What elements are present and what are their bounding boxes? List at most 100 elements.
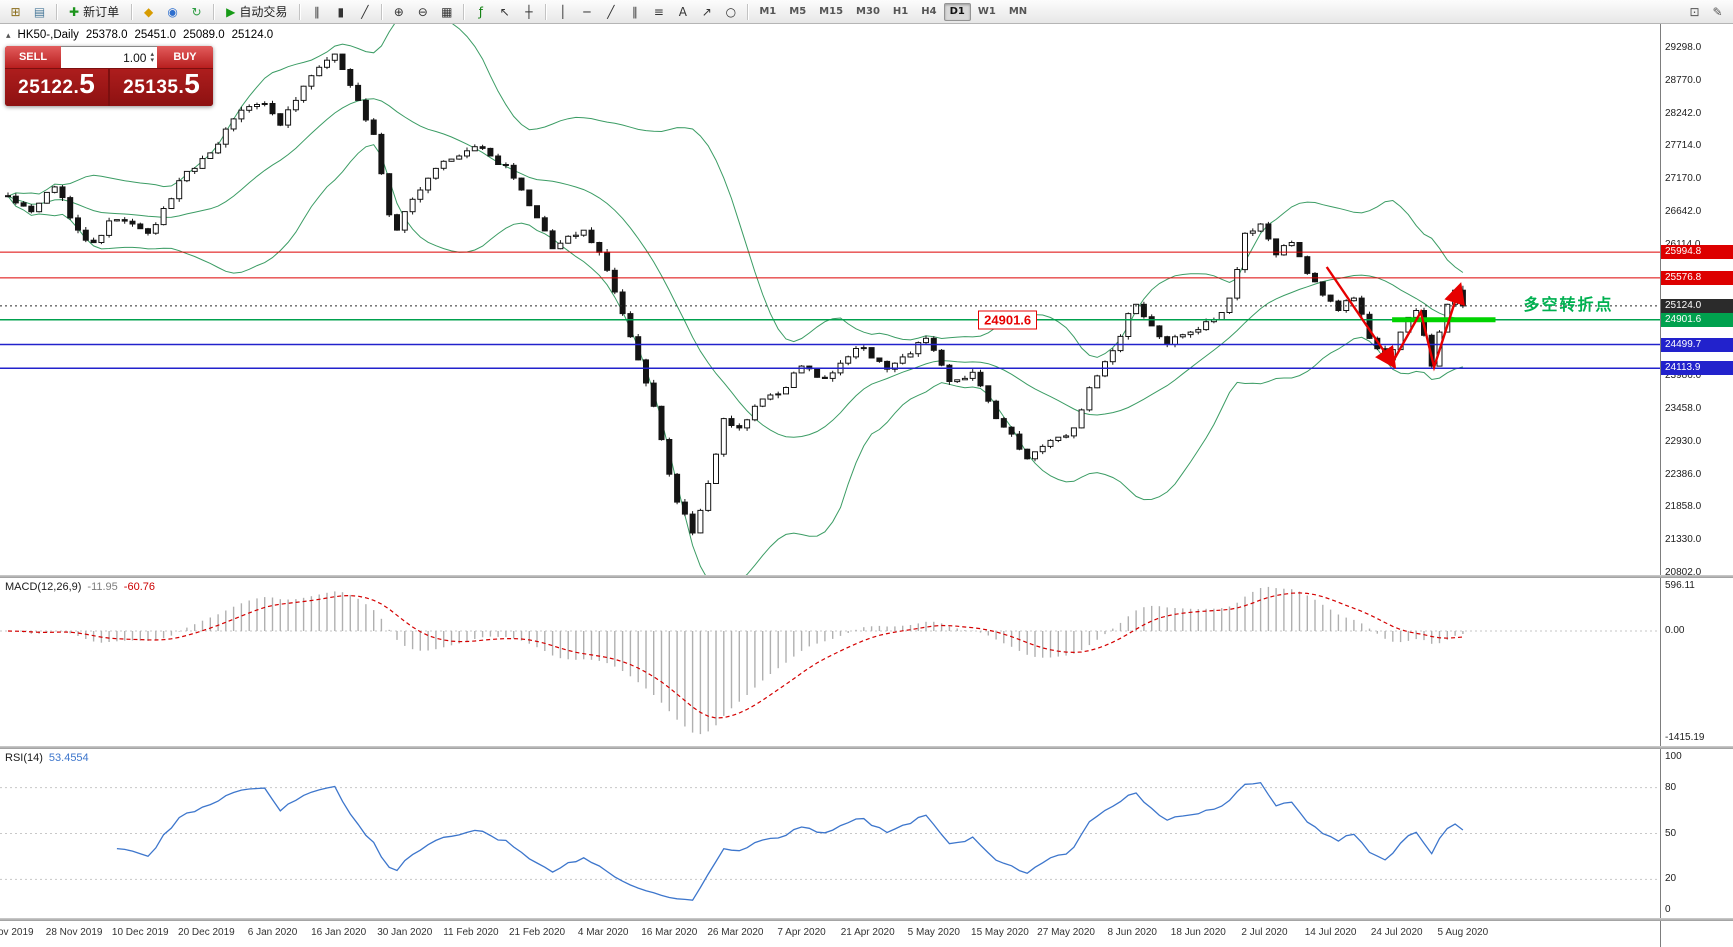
- timeframe-d1[interactable]: D1: [943, 2, 971, 21]
- timeframe-m5[interactable]: M5: [789, 5, 807, 17]
- timeframe-m30[interactable]: M30: [856, 5, 880, 17]
- price-axis[interactable]: 29298.0 28770.0 28242.0 27714.0 27170.0 26642…: [1660, 24, 1733, 947]
- zigzag-arrow-down[interactable]: [1325, 266, 1397, 369]
- ohlc-close: 25124.0: [231, 29, 274, 41]
- new-order-button-label: 新订单: [83, 5, 120, 19]
- price-grid-label: 29298.0: [1665, 42, 1702, 53]
- cursor-icon[interactable]: ↖: [493, 1, 516, 22]
- date-label: 6 Jan 2020: [247, 927, 298, 938]
- candlestick-chart-icon[interactable]: ▮: [329, 1, 352, 22]
- timeframe-h4[interactable]: H4: [921, 5, 937, 17]
- macd-axis-label: 596.11: [1665, 580, 1695, 591]
- horizontal-line-icon: ─: [583, 4, 591, 19]
- toolbar-separator: [747, 3, 749, 20]
- date-label: 8 Jun 2020: [1107, 927, 1157, 938]
- line-chart-icon: ╱: [361, 4, 369, 19]
- turning-level-label: 24901.6: [978, 310, 1038, 330]
- text-label-icon[interactable]: A: [671, 1, 694, 22]
- date-label: 24 Jul 2020: [1370, 927, 1423, 938]
- print-icon: ⊡: [1689, 4, 1700, 19]
- rsi-axis-label: 100: [1665, 751, 1682, 762]
- arrow-object-icon[interactable]: ↗: [695, 1, 718, 22]
- profiles-icon[interactable]: ▤: [28, 1, 51, 22]
- text-label-icon: A: [678, 4, 687, 19]
- buy-button[interactable]: BUY: [157, 46, 213, 68]
- panel-splitter[interactable]: [0, 746, 1733, 749]
- sell-button[interactable]: SELL: [5, 46, 61, 68]
- shapes-icon: ○: [725, 4, 737, 19]
- date-label: 20 Dec 2019: [178, 927, 235, 938]
- price-grid-label: 27714.0: [1665, 140, 1702, 152]
- macd-chart: [0, 586, 1660, 735]
- tile-windows-icon: ▦: [441, 4, 453, 19]
- buy-price-main: 25135.: [123, 77, 185, 98]
- vertical-line-icon[interactable]: │: [551, 1, 574, 22]
- price-chart-panel[interactable]: 24901.6 多空转折点: [0, 24, 1660, 575]
- macd-label: MACD(12,26,9): [5, 581, 82, 593]
- volume-up-icon[interactable]: ▴: [150, 50, 154, 58]
- date-label: 21 Apr 2020: [840, 927, 895, 938]
- main-chart[interactable]: [0, 24, 1660, 575]
- bar-chart-icon[interactable]: ∥: [305, 1, 328, 22]
- date-label: 18 Jun 2020: [1170, 927, 1226, 938]
- horizontal-line-icon[interactable]: ─: [575, 1, 598, 22]
- zoom-in-icon[interactable]: ⊕: [387, 1, 410, 22]
- chart-settings-icon[interactable]: ✎: [1706, 1, 1729, 22]
- refresh-icon[interactable]: ↻: [185, 1, 208, 22]
- metaeditor-icon[interactable]: ◆: [137, 1, 160, 22]
- fibonacci-icon: ≡: [653, 4, 664, 19]
- candlestick-chart-icon: ▮: [337, 4, 345, 19]
- date-label: 2 Jul 2020: [1241, 927, 1288, 938]
- volume-input[interactable]: 1.00 ▴ ▾: [61, 46, 157, 68]
- shapes-icon[interactable]: ○: [719, 1, 742, 22]
- date-label: 26 Mar 2020: [707, 927, 764, 938]
- autotrading-button[interactable]: ▶ 自动交易: [219, 1, 294, 22]
- volume-down-icon[interactable]: ▾: [150, 56, 154, 64]
- market-icon[interactable]: ◉: [161, 1, 184, 22]
- price-grid-label: 22930.0: [1665, 435, 1702, 447]
- bollinger-upper-band: [7, 24, 1464, 358]
- date-label: 21 Feb 2020: [508, 927, 566, 938]
- crosshair-icon[interactable]: ┼: [517, 1, 540, 22]
- tile-windows-icon[interactable]: ▦: [435, 1, 458, 22]
- timeframe-m15[interactable]: M15: [819, 5, 844, 17]
- toolbar-separator: [545, 3, 547, 20]
- panel-splitter[interactable]: [0, 575, 1733, 578]
- macd-signal-line: [7, 592, 1463, 719]
- buy-price[interactable]: 25135. 5: [110, 69, 213, 106]
- panel-splitter[interactable]: [0, 918, 1733, 921]
- sell-price-main: 25122.: [18, 77, 80, 98]
- date-label: 14 Jul 2020: [1304, 927, 1357, 938]
- trendline-icon[interactable]: ╱: [599, 1, 622, 22]
- new-chart-icon[interactable]: ⊞: [4, 1, 27, 22]
- channel-icon[interactable]: ∥: [623, 1, 646, 22]
- date-label: 4 Mar 2020: [577, 927, 629, 938]
- arrow-object-icon: ↗: [701, 4, 712, 19]
- bar-chart-icon: ∥: [313, 4, 320, 19]
- print-icon[interactable]: ⊡: [1683, 1, 1706, 22]
- price-grid-label: 23986.0: [1665, 370, 1702, 382]
- macd-axis-label: 0.00: [1665, 625, 1685, 637]
- line-chart-icon[interactable]: ╱: [353, 1, 376, 22]
- timeframe-w1[interactable]: W1: [977, 5, 996, 17]
- indicators-icon[interactable]: ƒ: [469, 1, 492, 22]
- macd-panel[interactable]: [0, 578, 1660, 746]
- trendline-icon: ╱: [607, 4, 615, 19]
- date-label: 11 Feb 2020: [443, 927, 499, 938]
- timeframe-mn[interactable]: MN: [1008, 5, 1028, 17]
- rsi-panel[interactable]: [0, 749, 1660, 918]
- new-order-button[interactable]: ✚ 新订单: [62, 1, 126, 22]
- zigzag-arrow-up[interactable]: [1391, 282, 1465, 372]
- time-axis[interactable]: 8 Nov 2019 28 Nov 2019 10 Dec 2019 20 Dec 2…: [0, 921, 1660, 947]
- date-label: 28 Nov 2019: [45, 927, 103, 938]
- timeframe-m1[interactable]: M1: [759, 5, 777, 17]
- fibonacci-icon[interactable]: ≡: [647, 1, 670, 22]
- price-grid-label: 21858.0: [1665, 501, 1702, 513]
- chart-ohlc-info: ▴ HK50-,Daily 25378.0 25451.0 25089.0 25…: [6, 29, 273, 41]
- sell-price[interactable]: 25122. 5: [5, 69, 108, 106]
- zoom-out-icon: ⊖: [417, 4, 428, 19]
- rsi-header: RSI(14) 53.4554: [5, 752, 89, 764]
- timeframe-h1[interactable]: H1: [892, 5, 909, 17]
- zoom-out-icon[interactable]: ⊖: [411, 1, 434, 22]
- one-click-toggle-icon[interactable]: ▴: [6, 29, 11, 40]
